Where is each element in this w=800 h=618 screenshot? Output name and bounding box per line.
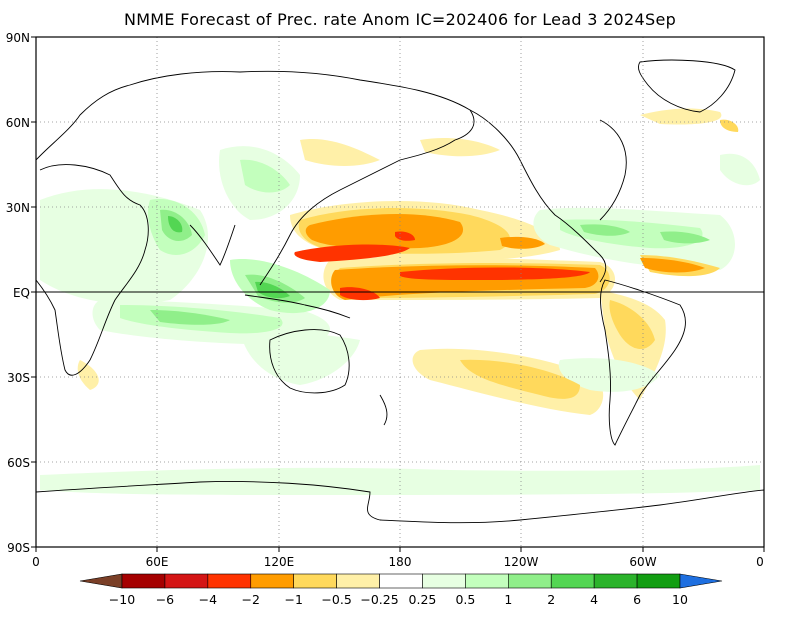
lat-label: 90S: [7, 541, 30, 555]
axis-ticks: [31, 36, 765, 552]
colorbar-label: −2: [242, 592, 260, 607]
north-america-coast: [469, 109, 627, 283]
colorbar-box: [422, 573, 466, 589]
colorbar-box: [379, 573, 423, 589]
colorbar-label: −10: [109, 592, 135, 607]
anomaly-shading: [40, 108, 760, 495]
colorbar-label: −6: [156, 592, 174, 607]
colorbar-labels: −10 −6 −4 −2 −1 −0.5 −0.25 0.25 0.5 1 2 4 6 10: [109, 592, 688, 607]
colorbar-box: [293, 573, 337, 589]
lon-label: 0: [32, 555, 40, 569]
australia-coast: [269, 329, 350, 394]
indonesia-coast: [244, 294, 351, 319]
colorbar-arrow-low: [79, 573, 123, 589]
colorbar-label: 0.25: [409, 592, 437, 607]
greenland-coast: [637, 59, 736, 113]
coastlines: [35, 59, 765, 524]
colorbar-box: [250, 573, 294, 589]
wet-strong-areas: [168, 216, 290, 299]
new-zealand-coast: [379, 394, 388, 426]
colorbar-box: [636, 573, 681, 589]
lat-label: 30N: [6, 201, 30, 215]
antarctica-coast: [35, 481, 765, 524]
plot-area: [35, 36, 765, 548]
lon-label: 180: [389, 555, 412, 569]
colorbar-arrow-high: [679, 573, 723, 589]
india-coast: [189, 224, 236, 266]
colorbar-label: 10: [672, 592, 688, 607]
colorbar-box: [593, 573, 638, 589]
lat-label: 90N: [6, 31, 30, 45]
colorbar-label: −1: [284, 592, 302, 607]
colorbar-box: [550, 573, 595, 589]
lon-label: 60E: [146, 555, 169, 569]
colorbar-label: 1: [504, 592, 512, 607]
lon-label: 120W: [504, 555, 539, 569]
colorbar-box: [207, 573, 252, 589]
grid-lines: [36, 37, 764, 547]
colorbar-label: 0.5: [455, 592, 475, 607]
colorbar-label: −4: [199, 592, 217, 607]
eurasia-coast: [35, 70, 475, 286]
colorbar-label: 2: [547, 592, 555, 607]
south-america-coast: [600, 279, 686, 446]
lat-label: 60S: [7, 456, 30, 470]
colorbar-box: [164, 573, 209, 589]
colorbar-label: −0.5: [321, 592, 351, 607]
longitude-labels: 0 60E 120E 180 120W 60W 0: [32, 555, 764, 569]
dry-strong-areas: [294, 231, 590, 301]
africa-coast: [35, 164, 149, 376]
lon-label: 120E: [264, 555, 295, 569]
colorbar-box: [465, 573, 509, 589]
lat-label: 60N: [6, 116, 30, 130]
lat-label: EQ: [13, 286, 30, 300]
colorbar-box: [121, 573, 166, 589]
colorbar-label: 6: [633, 592, 641, 607]
wet-moderate-areas: [150, 209, 710, 325]
colorbar: [79, 573, 723, 589]
colorbar-label: −0.25: [360, 592, 398, 607]
colorbar-label: 4: [590, 592, 598, 607]
colorbar-box: [336, 573, 380, 589]
colorbar-box: [508, 573, 552, 589]
lon-label: 0: [756, 555, 764, 569]
latitude-labels: 90N 60N 30N EQ 30S 60S 90S: [6, 31, 30, 555]
map-title: NMME Forecast of Prec. rate Anom IC=2024…: [123, 10, 677, 29]
lon-label: 60W: [629, 555, 656, 569]
lat-label: 30S: [7, 371, 30, 385]
